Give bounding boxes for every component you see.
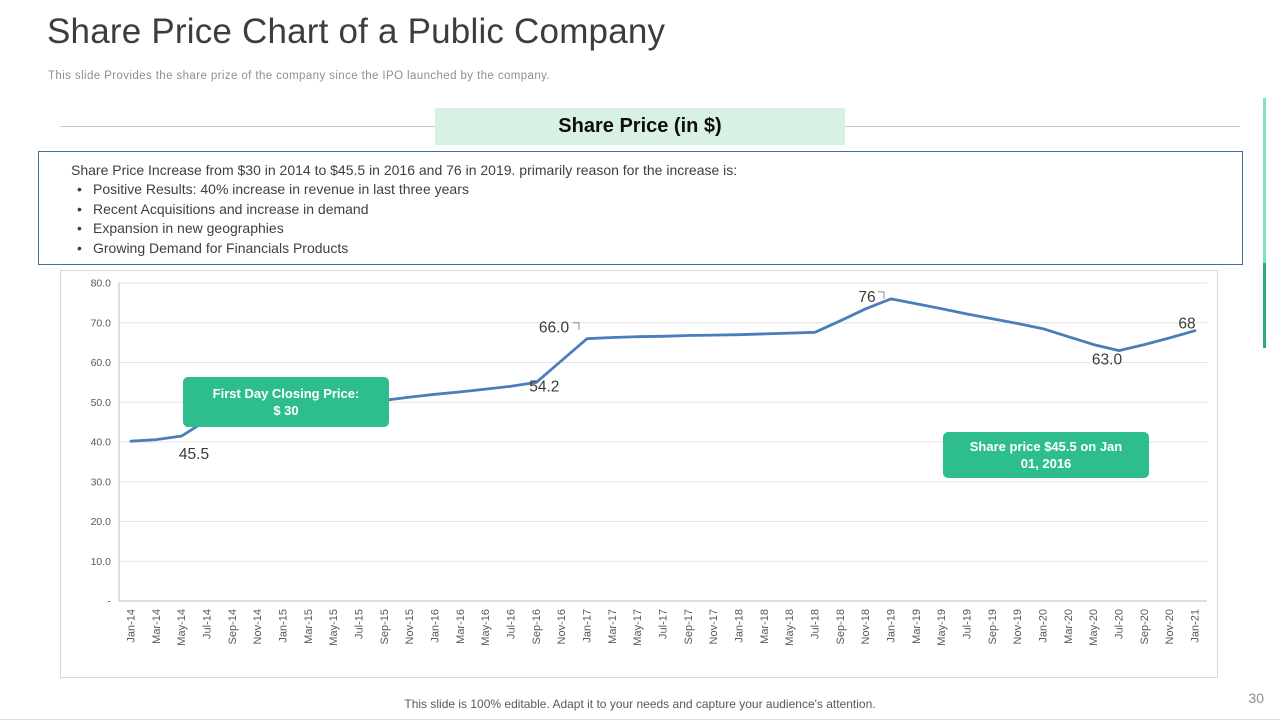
- svg-text:Mar-18: Mar-18: [759, 609, 771, 644]
- svg-text:Jan-20: Jan-20: [1038, 609, 1050, 643]
- svg-text:45.5: 45.5: [179, 446, 209, 463]
- svg-text:Mar-16: Mar-16: [455, 609, 467, 644]
- svg-text:May-17: May-17: [632, 609, 644, 646]
- svg-text:Nov-14: Nov-14: [252, 609, 264, 644]
- svg-text:Nov-20: Nov-20: [1164, 609, 1176, 644]
- svg-text:30.0: 30.0: [91, 476, 112, 488]
- svg-text:66.0: 66.0: [539, 320, 570, 337]
- x-axis-labels: Jan-14 Mar-14 May-14 Jul-14 Sep-14 Nov-14 Jan-…: [126, 609, 1202, 646]
- svg-text:Jan-21: Jan-21: [1190, 609, 1202, 643]
- svg-text:Sep-14: Sep-14: [227, 609, 239, 644]
- svg-text:10.0: 10.0: [91, 556, 112, 568]
- svg-text:Sep-19: Sep-19: [987, 609, 999, 644]
- svg-text:Sep-20: Sep-20: [1139, 609, 1151, 644]
- info-intro: Share Price Increase from $30 in 2014 to…: [71, 162, 738, 178]
- svg-text:76: 76: [858, 289, 875, 306]
- footer-note: This slide is 100% editable. Adapt it to…: [404, 697, 876, 711]
- svg-text:Jan-15: Jan-15: [278, 609, 290, 643]
- svg-text:Jan-19: Jan-19: [886, 609, 898, 643]
- chart-section-header: Share Price (in $): [435, 108, 845, 145]
- svg-text:Jan-18: Jan-18: [734, 609, 746, 643]
- svg-text:Jul-20: Jul-20: [1114, 609, 1126, 639]
- svg-text:Jul-16: Jul-16: [506, 609, 518, 639]
- svg-text:Sep-15: Sep-15: [379, 609, 391, 644]
- svg-text:40.0: 40.0: [91, 437, 112, 449]
- data-labels: 45.5 54.2 66.0 76 63.0 68: [179, 289, 1196, 463]
- svg-text:-: -: [108, 596, 112, 608]
- info-bullets: Positive Results: 40% increase in revenu…: [71, 180, 1232, 258]
- svg-text:Mar-19: Mar-19: [911, 609, 923, 644]
- svg-text:63.0: 63.0: [1092, 352, 1123, 369]
- svg-text:Jan-16: Jan-16: [430, 609, 442, 643]
- callout-share-price-line1: Share price $45.5 on Jan: [969, 439, 1123, 454]
- right-accent-bar: [1263, 98, 1266, 348]
- svg-text:May-20: May-20: [1088, 609, 1100, 646]
- svg-text:Jan-17: Jan-17: [582, 609, 594, 643]
- svg-text:70.0: 70.0: [91, 317, 112, 329]
- callout-first-day-closing-price: First Day Closing Price: $ 30: [183, 377, 389, 427]
- svg-text:Jul-17: Jul-17: [658, 609, 670, 639]
- svg-text:May-18: May-18: [784, 609, 796, 646]
- svg-text:Mar-15: Mar-15: [303, 609, 315, 644]
- info-bullet: Positive Results: 40% increase in revenu…: [77, 180, 1232, 200]
- info-bullet: Growing Demand for Financials Products: [77, 239, 1232, 259]
- line-chart-svg: 80.0 70.0 60.0 50.0 40.0 30.0 20.0 10.0 - Jan-14 M…: [91, 278, 1207, 646]
- svg-text:Jul-14: Jul-14: [202, 609, 214, 639]
- svg-text:Mar-14: Mar-14: [151, 609, 163, 644]
- page-subtitle: This slide Provides the share prize of t…: [48, 70, 551, 82]
- callout-share-price-line2: 01, 2016: [1020, 456, 1072, 471]
- svg-text:Sep-16: Sep-16: [531, 609, 543, 644]
- svg-text:Nov-19: Nov-19: [1012, 609, 1024, 644]
- svg-text:Nov-18: Nov-18: [860, 609, 872, 644]
- svg-text:60.0: 60.0: [91, 357, 112, 369]
- svg-text:Mar-17: Mar-17: [607, 609, 619, 644]
- svg-text:Nov-16: Nov-16: [556, 609, 568, 644]
- svg-text:Mar-20: Mar-20: [1063, 609, 1075, 644]
- line-chart: 80.0 70.0 60.0 50.0 40.0 30.0 20.0 10.0 - Jan-14 M…: [61, 271, 1217, 677]
- share-price-chart: 80.0 70.0 60.0 50.0 40.0 30.0 20.0 10.0 - Jan-14 M…: [60, 270, 1218, 678]
- svg-text:Jul-18: Jul-18: [810, 609, 822, 639]
- svg-text:80.0: 80.0: [91, 278, 112, 290]
- callout-first-day-line1: First Day Closing Price:: [212, 386, 360, 401]
- svg-text:68: 68: [1178, 316, 1195, 333]
- callout-share-price: Share price $45.5 on Jan 01, 2016: [943, 432, 1149, 478]
- page-number: 30: [1248, 690, 1264, 706]
- svg-text:May-14: May-14: [176, 609, 188, 646]
- svg-text:May-16: May-16: [480, 609, 492, 646]
- svg-text:Sep-18: Sep-18: [835, 609, 847, 644]
- svg-text:50.0: 50.0: [91, 397, 112, 409]
- svg-text:May-19: May-19: [936, 609, 948, 646]
- svg-text:Jul-19: Jul-19: [962, 609, 974, 639]
- svg-text:Nov-15: Nov-15: [404, 609, 416, 644]
- svg-text:Jan-14: Jan-14: [126, 609, 138, 643]
- callout-first-day-line2: $ 30: [273, 403, 299, 418]
- svg-text:May-15: May-15: [328, 609, 340, 646]
- svg-text:Jul-15: Jul-15: [354, 609, 366, 639]
- page-title: Share Price Chart of a Public Company: [47, 12, 666, 51]
- info-box: Share Price Increase from $30 in 2014 to…: [38, 151, 1243, 265]
- svg-text:Nov-17: Nov-17: [708, 609, 720, 644]
- info-bullet: Expansion in new geographies: [77, 219, 1232, 239]
- svg-text:Sep-17: Sep-17: [683, 609, 695, 644]
- info-bullet: Recent Acquisitions and increase in dema…: [77, 200, 1232, 220]
- svg-text:20.0: 20.0: [91, 516, 112, 528]
- svg-text:54.2: 54.2: [529, 378, 559, 395]
